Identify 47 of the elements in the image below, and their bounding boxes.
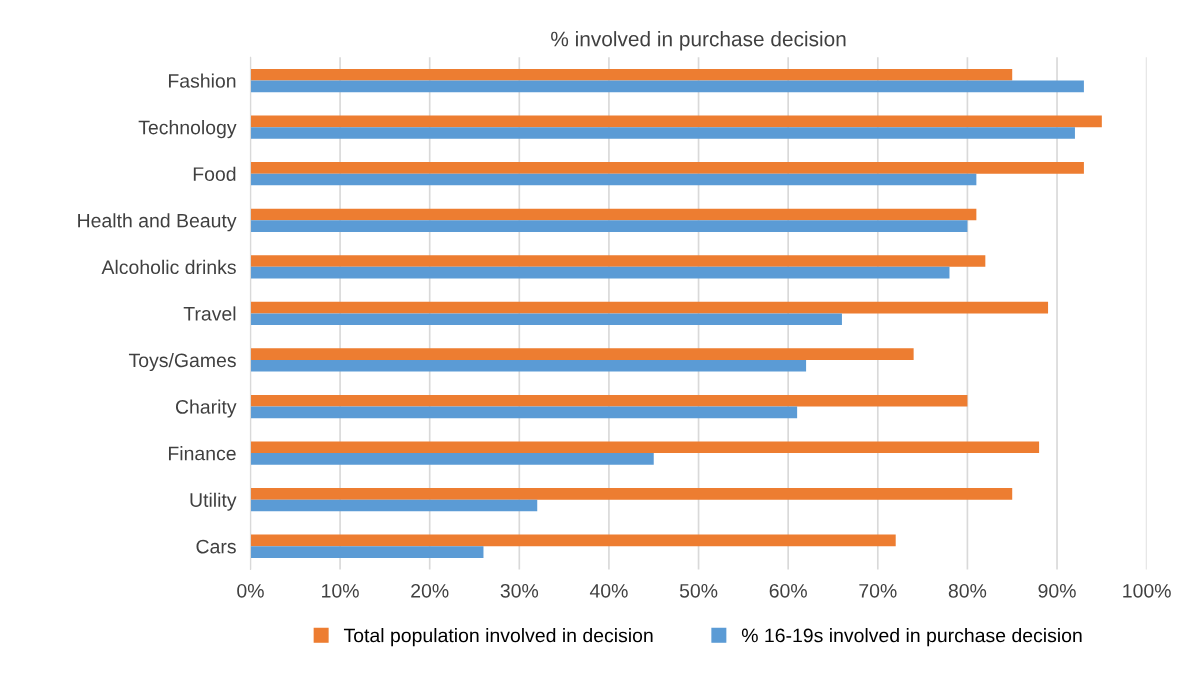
bar: [250, 499, 538, 512]
legend-label: % 16-19s involved in purchase decision: [741, 628, 1082, 647]
y-tick-label: Cars: [196, 539, 236, 554]
x-tick-label: 100%: [1123, 583, 1171, 598]
bar: [250, 441, 1040, 454]
bar: [250, 220, 968, 232]
bar: [250, 359, 807, 372]
bar: [250, 348, 914, 360]
y-tick-label: Toys/Games: [128, 352, 236, 372]
bar: [250, 68, 1013, 81]
y-tick-label: Fashion: [168, 73, 236, 88]
x-tick-label: 30%: [500, 583, 539, 598]
bar: [250, 534, 896, 547]
bar: [250, 127, 1075, 139]
y-tick-label: Technology: [138, 120, 237, 139]
legend-label: Total population involved in decision: [343, 628, 653, 647]
bar: [250, 80, 1084, 93]
y-tick-label: Charity: [175, 399, 237, 418]
bar: [250, 406, 798, 419]
bar: [250, 453, 654, 465]
x-tick-label: 10%: [322, 583, 359, 598]
x-tick-label: 40%: [589, 583, 628, 598]
y-tick-label: Alcoholic drinks: [101, 259, 236, 275]
chart-title: % involved in purchase decision: [551, 31, 846, 51]
bar: [250, 208, 977, 221]
x-tick-label: 90%: [1038, 583, 1076, 598]
y-tick-label: Utility: [190, 492, 237, 511]
bar: [250, 173, 977, 186]
bar: [250, 162, 1084, 174]
y-tick-label: Food: [193, 166, 236, 181]
x-tick-label: 70%: [859, 583, 897, 598]
x-tick-label: 80%: [948, 583, 987, 598]
bar: [250, 301, 1049, 314]
y-tick-label: Finance: [168, 446, 236, 461]
bar: [250, 266, 950, 279]
bar: [250, 394, 968, 407]
bar: [250, 115, 1102, 128]
bar: [250, 488, 1013, 500]
bar: [250, 546, 484, 558]
x-tick-label: 20%: [411, 583, 449, 598]
x-tick-label: 50%: [679, 583, 718, 598]
x-tick-label: 0%: [237, 583, 264, 598]
bar: [250, 313, 842, 326]
x-tick-label: 60%: [769, 583, 807, 598]
bar: [250, 255, 986, 267]
y-tick-label: Travel: [183, 306, 236, 321]
y-tick-label: Health and Beauty: [78, 213, 237, 232]
